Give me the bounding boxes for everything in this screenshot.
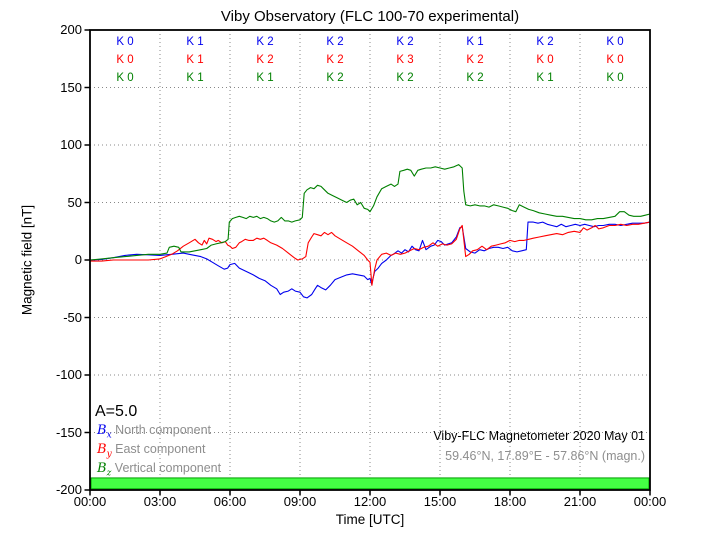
k-index-cell-green: K 2	[396, 72, 414, 84]
y-tick-label: 50	[67, 194, 82, 210]
x-tick-label: 12:00	[353, 494, 387, 509]
x-tick-label: 15:00	[423, 494, 457, 509]
x-tick-label: 06:00	[213, 494, 247, 509]
station-stamp-line1: Viby-FLC Magnetometer 2020 May 01	[433, 429, 645, 443]
bz-symbol: Bz	[97, 461, 112, 479]
k-index-cell-blue: K 1	[466, 36, 484, 48]
k-index-cell-green: K 1	[256, 72, 274, 84]
k-index-cell-red: K 2	[466, 54, 484, 66]
legend-row-east: By East component	[97, 442, 205, 460]
quiet-activity-bar	[90, 477, 650, 490]
k-index-cell-green: K 1	[536, 72, 554, 84]
series-lines	[89, 164, 651, 299]
k-index-cell-green: K 2	[326, 72, 344, 84]
axis-ticks	[84, 29, 651, 496]
k-index-cell-red: K 1	[186, 54, 204, 66]
station-stamp-line2: 59.46°N, 17.89°E - 57.86°N (magn.)	[445, 449, 645, 463]
y-axis-label: Magnetic field [nT]	[19, 204, 35, 316]
x-tick-label: 18:00	[493, 494, 527, 509]
x-tick-label: 00:00	[73, 494, 107, 509]
chart-title: Viby Observatory (FLC 100-70 experimenta…	[220, 8, 520, 25]
y-tick-label: -150	[55, 424, 82, 440]
legend-label-east: East component	[115, 442, 206, 456]
y-tick-label: -50	[63, 309, 82, 325]
k-index-cell-red: K 2	[256, 54, 274, 66]
k-index-cell-blue: K 1	[186, 36, 204, 48]
legend-label-north: North component	[115, 423, 212, 437]
k-index-cell-red: K 3	[396, 54, 414, 66]
quiet-bar-rect	[90, 477, 650, 490]
k-index-cell-green: K 1	[186, 72, 204, 84]
k-index-cell-blue: K 0	[116, 36, 134, 48]
legend-label-vertical: Vertical component	[114, 461, 222, 475]
legend-row-vertical: Bz Vertical component	[97, 461, 221, 479]
k-index-cell-green: K 2	[466, 72, 484, 84]
k-index-cell-blue: K 2	[536, 36, 554, 48]
bx-symbol: Bx	[97, 423, 112, 441]
k-index-cell-red: K 0	[606, 54, 624, 66]
y-tick-label: 150	[60, 79, 82, 95]
y-tick-label: 100	[60, 137, 82, 152]
k-index-cell-red: K 0	[536, 54, 554, 66]
k-index-cell-blue: K 2	[256, 36, 274, 48]
x-tick-label: 03:00	[143, 494, 177, 509]
k-index-cell-blue: K 2	[396, 36, 414, 48]
x-tick-label: 09:00	[283, 494, 317, 509]
series-line-bz	[89, 164, 651, 261]
k-index-cell-green: K 0	[606, 72, 624, 84]
k-index-cell-blue: K 2	[326, 36, 344, 48]
k-index-cell-blue: K 0	[606, 36, 624, 48]
y-tick-label: 0	[74, 252, 82, 267]
x-axis-label: Time [UTC]	[335, 512, 405, 527]
series-line-bx	[89, 221, 651, 299]
a-index-label: A=5.0	[95, 403, 138, 420]
k-index-cell-green: K 0	[116, 72, 134, 84]
legend-row-north: Bx North component	[97, 423, 211, 441]
k-index-cell-red: K 0	[116, 54, 134, 66]
x-tick-label: 21:00	[563, 494, 597, 509]
k-index-cell-red: K 2	[326, 54, 344, 66]
grid-lines	[90, 30, 650, 490]
y-tick-label: -200	[55, 482, 82, 497]
y-tick-label: 200	[60, 22, 82, 37]
series-line-by	[90, 221, 651, 286]
x-tick-label: 00:00	[633, 494, 667, 509]
by-symbol: By	[97, 442, 112, 460]
y-tick-label: -100	[55, 367, 82, 382]
